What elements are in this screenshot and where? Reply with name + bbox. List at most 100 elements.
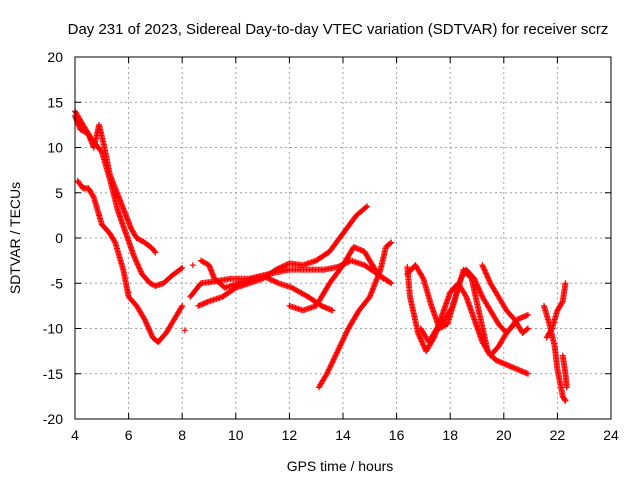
data-point: [279, 263, 286, 270]
data-point: [478, 291, 485, 298]
x-tick-labels: 4 6 8 10 12 14 16 18 20 22 24: [71, 427, 619, 443]
data-point: [132, 257, 139, 264]
data-point: [477, 289, 484, 296]
data-point: [130, 253, 137, 260]
data-point: [137, 267, 144, 274]
x-tick-label: 18: [442, 427, 458, 443]
y-tick-label: -15: [43, 366, 63, 382]
data-point: [329, 307, 336, 314]
data-point: [147, 330, 154, 337]
data-point: [149, 281, 156, 288]
y-tick-labels: -20 -15 -10 -5 0 5 10 15 20: [43, 49, 63, 427]
data-point: [273, 266, 279, 273]
data-point: [476, 286, 483, 293]
y-tick-label: 10: [47, 140, 63, 156]
data-point: [485, 276, 492, 283]
data-point: [420, 342, 427, 349]
data-point: [388, 239, 395, 246]
data-point: [275, 265, 282, 272]
data-point: [416, 334, 423, 341]
x-tick-label: 16: [389, 427, 405, 443]
data-point: [146, 327, 153, 334]
data-point: [484, 274, 491, 281]
data-point: [561, 396, 568, 403]
data-point: [379, 274, 386, 281]
data-point: [388, 280, 395, 287]
data-point: [475, 285, 482, 292]
data-point: [562, 397, 569, 404]
data-point: [181, 327, 188, 334]
data-point: [479, 263, 486, 270]
data-point: [144, 323, 151, 330]
data-point: [146, 326, 153, 333]
data-point: [462, 292, 469, 299]
data-point: [268, 277, 275, 284]
data-point: [523, 326, 530, 333]
x-tick-label: 8: [178, 427, 186, 443]
data-point: [145, 324, 152, 331]
data-point: [134, 261, 141, 268]
x-tick-label: 20: [496, 427, 512, 443]
data-point: [281, 262, 288, 269]
data-point: [415, 331, 422, 338]
x-axis-label: GPS time / hours: [287, 458, 394, 474]
data-point: [264, 275, 271, 282]
data-point: [416, 332, 423, 339]
data-point: [387, 240, 394, 247]
data-point: [125, 289, 132, 296]
data-point: [274, 266, 281, 273]
data-point: [417, 335, 424, 342]
data-point: [282, 262, 289, 269]
data-point: [283, 261, 290, 268]
data-point: [548, 326, 555, 333]
data-point: [467, 274, 474, 281]
data-point: [481, 266, 488, 273]
x-tick-label: 14: [335, 427, 351, 443]
data-point: [483, 270, 490, 277]
data-point: [480, 264, 487, 271]
y-tick-label: 5: [55, 185, 63, 201]
data-point: [524, 370, 531, 377]
data-point: [271, 278, 278, 285]
data-point: [524, 311, 531, 318]
y-tick-label: -20: [43, 411, 63, 427]
data-point: [135, 264, 142, 271]
data-point: [152, 249, 159, 256]
x-tick-label: 10: [228, 427, 244, 443]
plot-frame: [74, 56, 612, 420]
data-point: [136, 265, 143, 272]
grid: [75, 57, 611, 419]
data-point: [179, 264, 186, 271]
data-point: [278, 264, 285, 271]
data-point: [89, 192, 96, 199]
data-point: [142, 319, 149, 326]
data-point: [418, 336, 425, 343]
data-point: [147, 280, 154, 287]
data-point: [479, 262, 486, 269]
data-point: [141, 316, 148, 323]
data-point: [476, 288, 483, 295]
data-point: [483, 271, 490, 278]
data-point: [419, 339, 426, 346]
data-point: [178, 265, 185, 272]
data-point: [362, 204, 369, 211]
data-point: [262, 273, 269, 280]
data-point: [189, 262, 196, 269]
y-tick-label: 20: [47, 49, 63, 65]
x-tick-label: 4: [71, 427, 79, 443]
data-point: [482, 269, 489, 276]
x-tick-label: 22: [550, 427, 566, 443]
data-point: [484, 273, 491, 280]
data-point: [270, 277, 277, 284]
data-point: [418, 338, 425, 345]
data-point: [277, 264, 284, 271]
data-point: [486, 277, 493, 284]
data-point: [96, 212, 103, 219]
y-axis-label: SDTVAR / TECUs: [7, 182, 23, 294]
data-point: [419, 274, 426, 281]
x-tick-label: 24: [603, 427, 619, 443]
data-point: [562, 280, 569, 287]
data-point: [142, 317, 149, 324]
data-point: [563, 384, 570, 391]
data-point: [524, 325, 531, 332]
